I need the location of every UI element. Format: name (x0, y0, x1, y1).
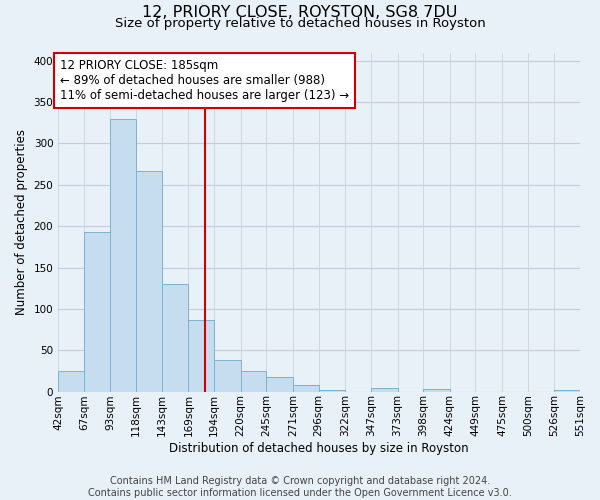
Bar (371, 388, 398, 392)
Text: Size of property relative to detached houses in Royston: Size of property relative to detached ho… (115, 18, 485, 30)
Bar (58, 371, 84, 392)
Text: Contains HM Land Registry data © Crown copyright and database right 2024.
Contai: Contains HM Land Registry data © Crown c… (88, 476, 512, 498)
Y-axis label: Number of detached properties: Number of detached properties (15, 129, 28, 315)
Bar (136, 171, 162, 392)
Bar (110, 120, 136, 392)
Bar (84, 232, 110, 392)
X-axis label: Distribution of detached houses by size in Royston: Distribution of detached houses by size … (169, 442, 469, 455)
Bar (319, 390, 345, 392)
Bar (241, 371, 266, 392)
Bar (188, 320, 214, 392)
Text: 12 PRIORY CLOSE: 185sqm
← 89% of detached houses are smaller (988)
11% of semi-d: 12 PRIORY CLOSE: 185sqm ← 89% of detache… (60, 59, 349, 102)
Bar (423, 389, 450, 392)
Bar (214, 360, 241, 392)
Bar (293, 385, 319, 392)
Bar (266, 378, 293, 392)
Bar (554, 390, 580, 392)
Text: 12, PRIORY CLOSE, ROYSTON, SG8 7DU: 12, PRIORY CLOSE, ROYSTON, SG8 7DU (142, 5, 458, 20)
Bar (162, 284, 188, 392)
